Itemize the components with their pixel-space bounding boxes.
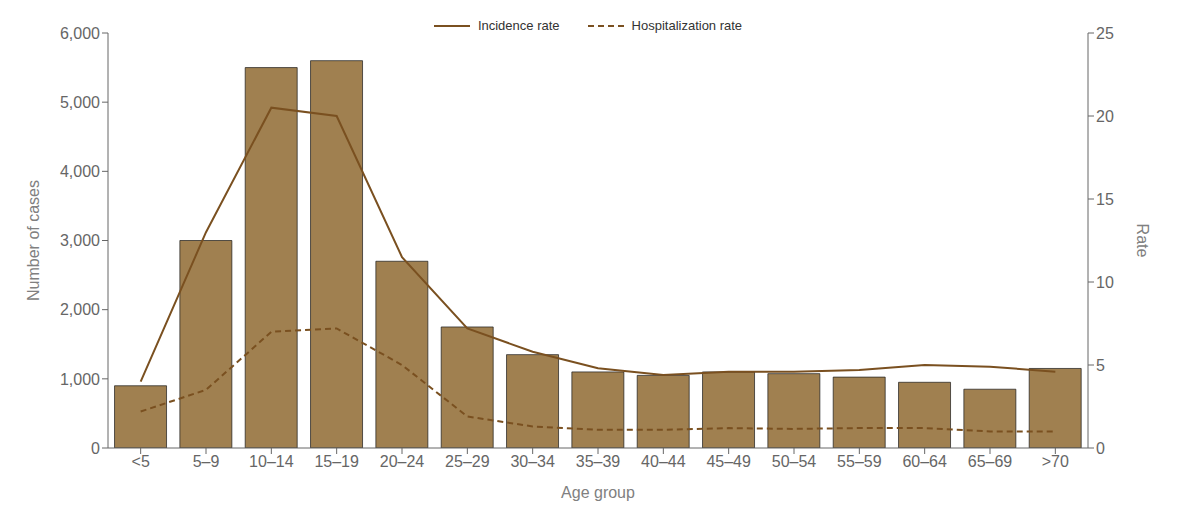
svg-text:1,000: 1,000: [60, 371, 100, 388]
svg-text:15: 15: [1096, 191, 1114, 208]
svg-text:>70: >70: [1042, 453, 1069, 470]
svg-text:0: 0: [1096, 440, 1105, 457]
svg-text:4,000: 4,000: [60, 163, 100, 180]
svg-text:30–34: 30–34: [510, 453, 555, 470]
svg-text:2,000: 2,000: [60, 301, 100, 318]
svg-text:25–29: 25–29: [445, 453, 490, 470]
svg-text:10: 10: [1096, 274, 1114, 291]
svg-text:20: 20: [1096, 108, 1114, 125]
svg-text:5,000: 5,000: [60, 94, 100, 111]
svg-text:Age group: Age group: [561, 484, 635, 501]
svg-text:Rate: Rate: [1134, 224, 1151, 258]
html-text:Hospitalization rate: Hospitalization rate: [631, 18, 743, 33]
svg-text:<5: <5: [132, 453, 150, 470]
svg-text:3,000: 3,000: [60, 232, 100, 249]
svg-text:45–49: 45–49: [706, 453, 751, 470]
svg-text:0: 0: [91, 440, 100, 457]
svg-text:60–64: 60–64: [902, 453, 947, 470]
svg-text:Number of cases: Number of cases: [25, 180, 42, 301]
svg-text:55–59: 55–59: [837, 453, 882, 470]
svg-text:5: 5: [1096, 357, 1105, 374]
svg-text:40–44: 40–44: [641, 453, 686, 470]
svg-text:15–19: 15–19: [314, 453, 359, 470]
svg-text:25: 25: [1096, 25, 1114, 42]
svg-text:6,000: 6,000: [60, 25, 100, 42]
svg-text:10–14: 10–14: [249, 453, 294, 470]
svg-text:65–69: 65–69: [968, 453, 1013, 470]
svg-text:5–9: 5–9: [193, 453, 220, 470]
svg-text:35–39: 35–39: [576, 453, 621, 470]
html-text:Incidence rate: Incidence rate: [477, 18, 560, 33]
svg-text:20–24: 20–24: [380, 453, 425, 470]
svg-text:50–54: 50–54: [772, 453, 817, 470]
